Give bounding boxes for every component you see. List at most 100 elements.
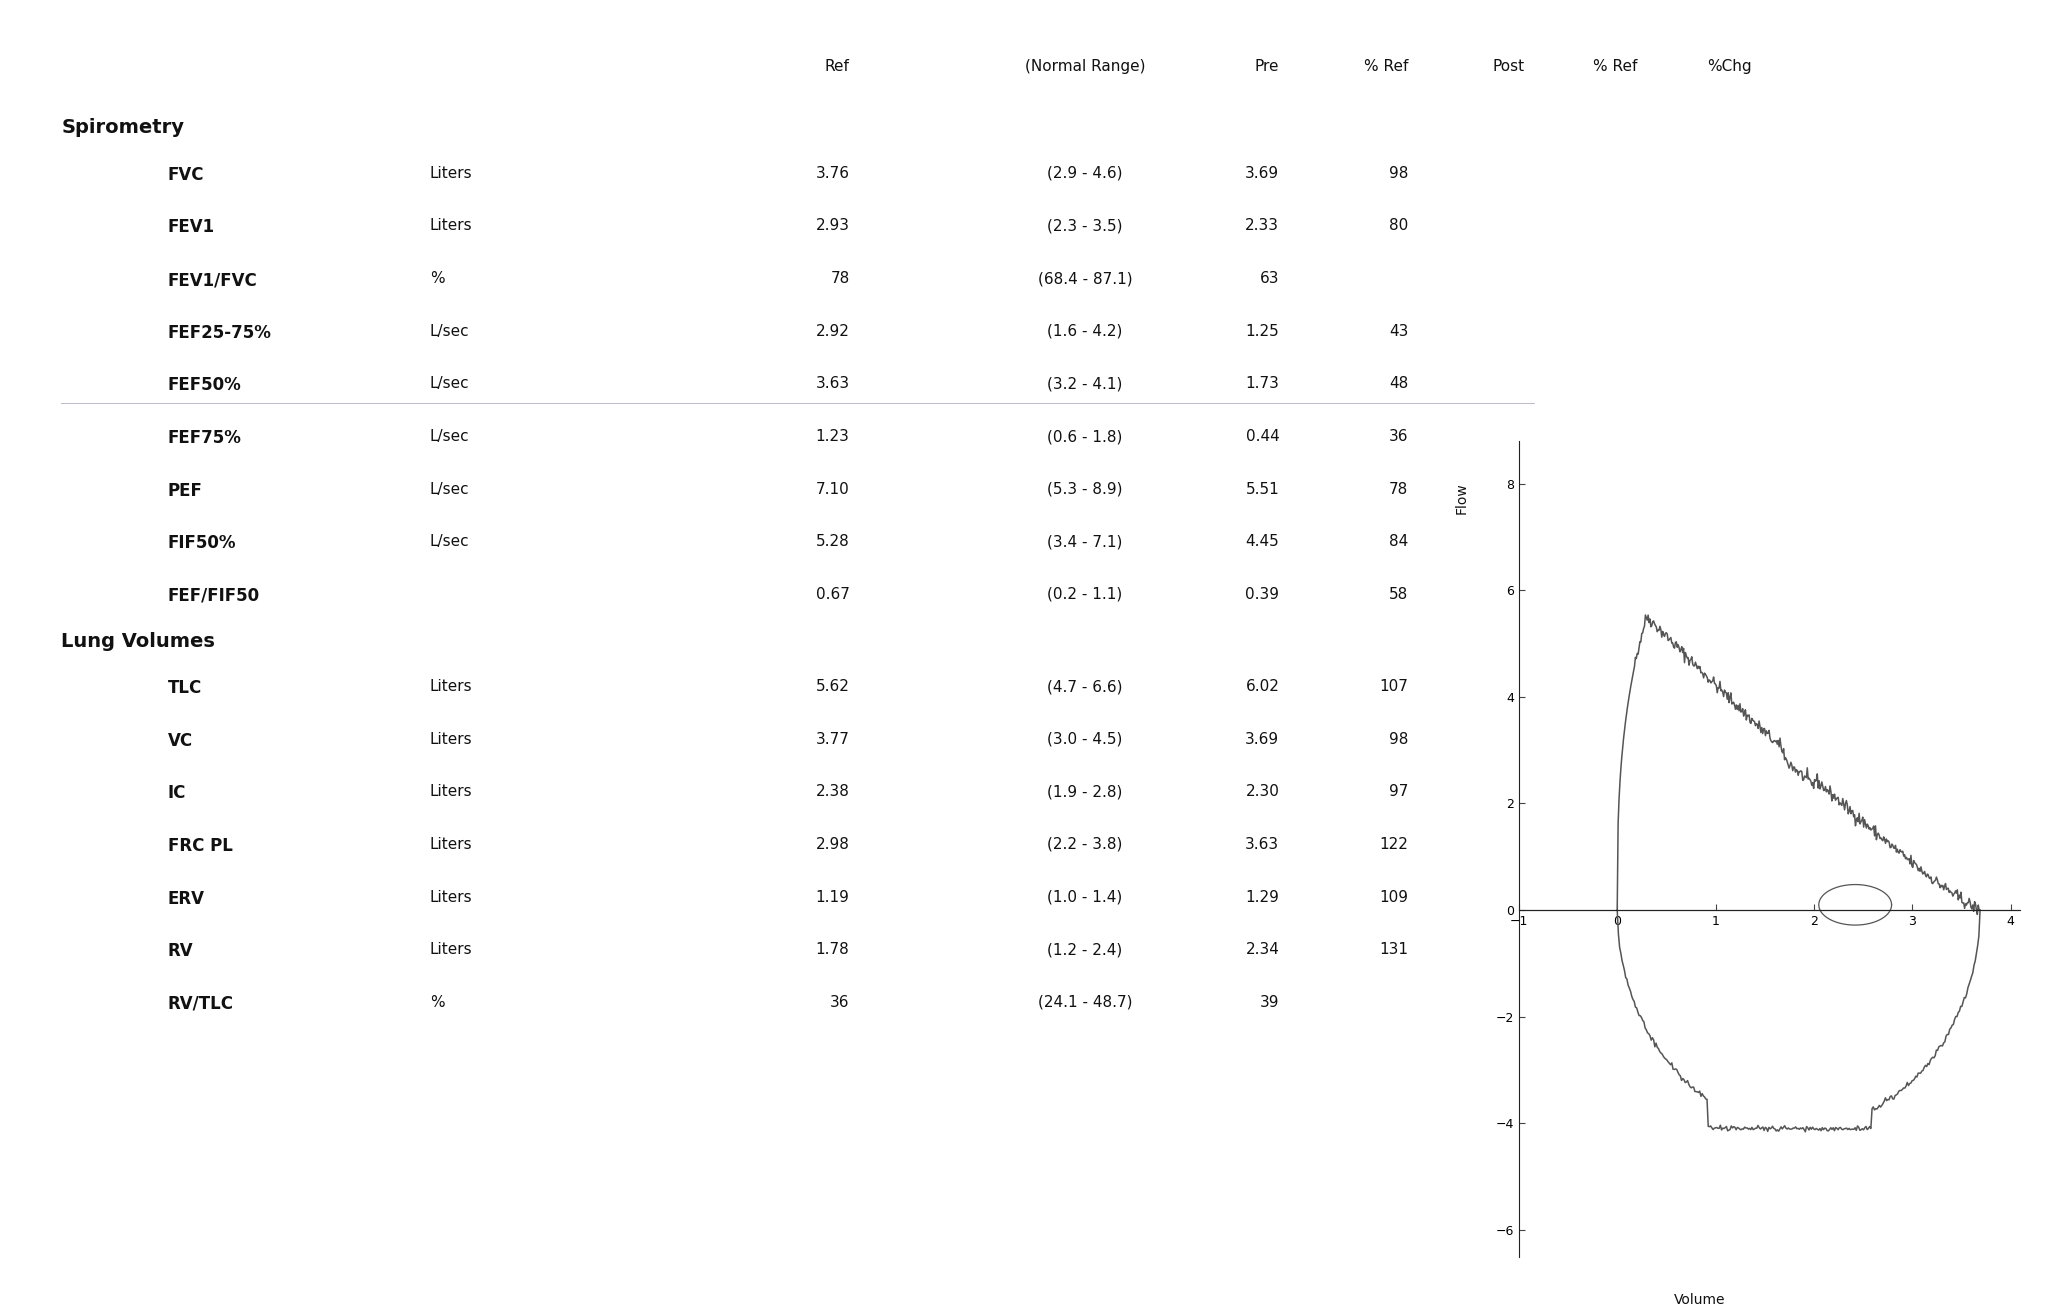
Text: 3.63: 3.63: [815, 376, 850, 391]
Text: FVC: FVC: [168, 166, 205, 184]
Text: 0.39: 0.39: [1245, 587, 1279, 601]
Text: 1.78: 1.78: [817, 942, 850, 957]
Text: RV/TLC: RV/TLC: [168, 995, 233, 1013]
Text: 80: 80: [1390, 218, 1408, 233]
Text: (1.9 - 2.8): (1.9 - 2.8): [1048, 784, 1122, 799]
Text: (68.4 - 87.1): (68.4 - 87.1): [1038, 271, 1132, 286]
Text: 3.63: 3.63: [1245, 837, 1279, 851]
X-axis label: Volume: Volume: [1674, 1294, 1726, 1308]
Text: 122: 122: [1380, 837, 1408, 851]
Text: (2.2 - 3.8): (2.2 - 3.8): [1048, 837, 1122, 851]
Text: RV: RV: [168, 942, 194, 961]
Text: 98: 98: [1390, 166, 1408, 180]
Text: (2.9 - 4.6): (2.9 - 4.6): [1048, 166, 1122, 180]
Text: Pre: Pre: [1255, 59, 1279, 74]
Text: (1.0 - 1.4): (1.0 - 1.4): [1048, 890, 1122, 904]
Text: 63: 63: [1259, 271, 1279, 286]
Text: 2.33: 2.33: [1245, 218, 1279, 233]
Text: Liters: Liters: [430, 732, 473, 746]
Text: Ref: Ref: [825, 59, 850, 74]
Text: FIF50%: FIF50%: [168, 534, 235, 553]
Text: 2.93: 2.93: [815, 218, 850, 233]
Text: Lung Volumes: Lung Volumes: [61, 632, 215, 650]
Text: L/sec: L/sec: [430, 324, 469, 338]
Text: 5.51: 5.51: [1247, 482, 1279, 496]
Text: 36: 36: [829, 995, 850, 1009]
Text: L/sec: L/sec: [430, 429, 469, 443]
Text: PEF: PEF: [168, 482, 203, 500]
Text: 109: 109: [1380, 890, 1408, 904]
Text: Post: Post: [1492, 59, 1525, 74]
Text: 1.73: 1.73: [1245, 376, 1279, 391]
Text: (1.2 - 2.4): (1.2 - 2.4): [1048, 942, 1122, 957]
Text: TLC: TLC: [168, 679, 203, 697]
Text: Liters: Liters: [430, 166, 473, 180]
Text: %: %: [430, 271, 444, 286]
Text: L/sec: L/sec: [430, 376, 469, 391]
Text: FEV1/FVC: FEV1/FVC: [168, 271, 258, 290]
Text: FEF25-75%: FEF25-75%: [168, 324, 272, 342]
Text: (2.3 - 3.5): (2.3 - 3.5): [1048, 218, 1122, 233]
Text: 3.69: 3.69: [1245, 732, 1279, 746]
Text: %: %: [430, 995, 444, 1009]
Text: 6.02: 6.02: [1245, 679, 1279, 694]
Text: ERV: ERV: [168, 890, 205, 908]
Text: 78: 78: [831, 271, 850, 286]
Text: 84: 84: [1390, 534, 1408, 549]
Text: (4.7 - 6.6): (4.7 - 6.6): [1048, 679, 1122, 694]
Text: 2.92: 2.92: [815, 324, 850, 338]
Text: 3.77: 3.77: [815, 732, 850, 746]
Text: FEF75%: FEF75%: [168, 429, 242, 447]
Text: Liters: Liters: [430, 784, 473, 799]
Text: (0.2 - 1.1): (0.2 - 1.1): [1048, 587, 1122, 601]
Text: 2.98: 2.98: [815, 837, 850, 851]
Text: 48: 48: [1390, 376, 1408, 391]
Text: Liters: Liters: [430, 679, 473, 694]
Text: Liters: Liters: [430, 942, 473, 957]
Text: 58: 58: [1390, 587, 1408, 601]
Y-axis label: Flow: Flow: [1455, 482, 1470, 513]
Text: (Normal Range): (Normal Range): [1026, 59, 1144, 74]
Text: 1.19: 1.19: [815, 890, 850, 904]
Text: 0.44: 0.44: [1247, 429, 1279, 443]
Text: 39: 39: [1259, 995, 1279, 1009]
Text: 4.45: 4.45: [1247, 534, 1279, 549]
Text: 78: 78: [1390, 482, 1408, 496]
Text: 1.29: 1.29: [1245, 890, 1279, 904]
Text: 107: 107: [1380, 679, 1408, 694]
Text: 43: 43: [1390, 324, 1408, 338]
Text: FEF50%: FEF50%: [168, 376, 242, 395]
Text: 1.25: 1.25: [1247, 324, 1279, 338]
Text: VC: VC: [168, 732, 192, 750]
Text: 3.76: 3.76: [815, 166, 850, 180]
Text: (1.6 - 4.2): (1.6 - 4.2): [1048, 324, 1122, 338]
Text: 7.10: 7.10: [817, 482, 850, 496]
Text: 5.28: 5.28: [817, 534, 850, 549]
Text: 2.38: 2.38: [815, 784, 850, 799]
Text: (0.6 - 1.8): (0.6 - 1.8): [1048, 429, 1122, 443]
Text: FEF/FIF50: FEF/FIF50: [168, 587, 260, 605]
Text: Spirometry: Spirometry: [61, 118, 184, 137]
Text: (24.1 - 48.7): (24.1 - 48.7): [1038, 995, 1132, 1009]
Text: FEV1: FEV1: [168, 218, 215, 237]
Text: %Chg: %Chg: [1707, 59, 1752, 74]
Text: FRC PL: FRC PL: [168, 837, 233, 855]
Text: 2.30: 2.30: [1245, 784, 1279, 799]
Text: Liters: Liters: [430, 218, 473, 233]
Text: % Ref: % Ref: [1363, 59, 1408, 74]
Text: % Ref: % Ref: [1593, 59, 1638, 74]
Text: 2.34: 2.34: [1245, 942, 1279, 957]
Text: Liters: Liters: [430, 890, 473, 904]
Text: L/sec: L/sec: [430, 482, 469, 496]
Text: 3.69: 3.69: [1245, 166, 1279, 180]
Text: (3.2 - 4.1): (3.2 - 4.1): [1048, 376, 1122, 391]
Text: 98: 98: [1390, 732, 1408, 746]
Text: IC: IC: [168, 784, 186, 803]
Text: L/sec: L/sec: [430, 534, 469, 549]
Text: (5.3 - 8.9): (5.3 - 8.9): [1048, 482, 1122, 496]
Text: (3.0 - 4.5): (3.0 - 4.5): [1048, 732, 1122, 746]
Text: 1.23: 1.23: [815, 429, 850, 443]
Text: (3.4 - 7.1): (3.4 - 7.1): [1048, 534, 1122, 549]
Text: 36: 36: [1388, 429, 1408, 443]
Text: Liters: Liters: [430, 837, 473, 851]
